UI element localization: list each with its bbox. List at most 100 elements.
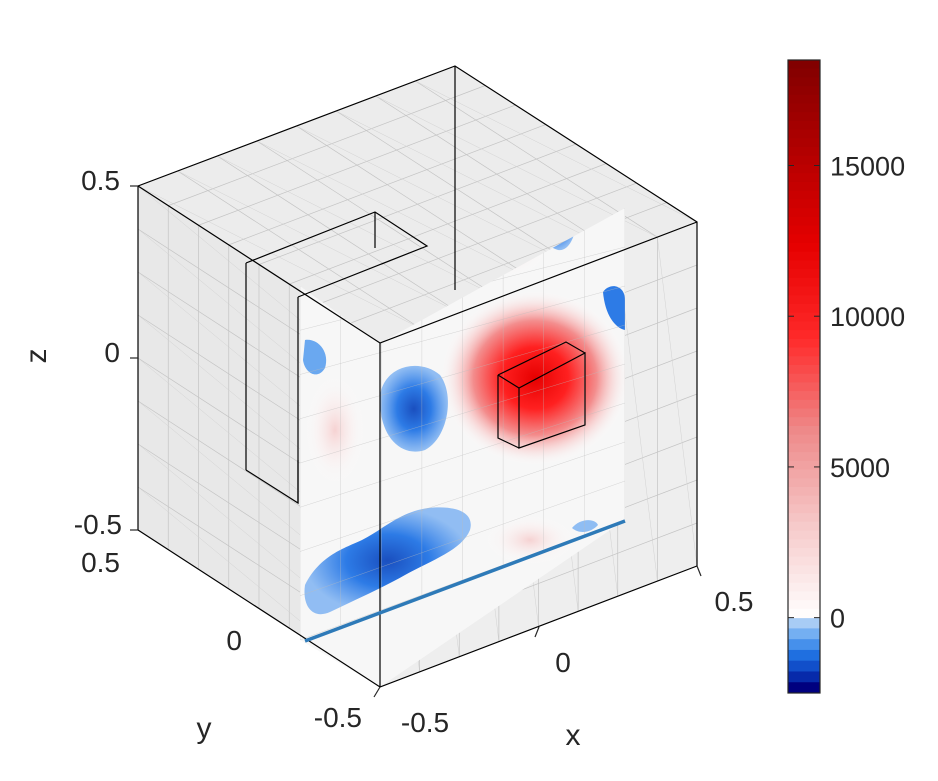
colorbar-band — [788, 547, 820, 558]
colorbar-band — [788, 338, 820, 349]
colorbar-band — [788, 443, 820, 453]
colorbar-band — [788, 94, 820, 105]
colorbar-band — [788, 391, 820, 401]
peak-blob — [440, 290, 625, 466]
colorbar-band — [788, 556, 820, 566]
colorbar-band — [788, 530, 820, 540]
inner-frame-a — [245, 211, 429, 298]
inner-cube-left — [497, 375, 520, 449]
grid-line — [657, 237, 698, 567]
grid-line — [336, 110, 618, 253]
colorbar-band — [788, 513, 820, 523]
colorbar-band — [788, 164, 820, 174]
colorbar-band — [788, 600, 820, 610]
grid-line — [415, 80, 658, 238]
colorbar-frame — [787, 59, 821, 694]
colorbar-band — [788, 234, 820, 244]
y-tick-label: 0.5 — [81, 547, 120, 578]
colorbar-band — [788, 521, 820, 532]
colorbar-band — [788, 86, 820, 96]
colorbar-band — [788, 295, 820, 305]
colorbar-band — [788, 565, 820, 575]
colorbar-band — [788, 617, 820, 629]
inner-cube-front — [518, 352, 586, 449]
mesh-line — [300, 363, 625, 464]
grid-line — [415, 80, 698, 223]
pale-blob-left — [305, 375, 365, 485]
colorbar-band — [788, 242, 820, 253]
colorbar-tick-label: 0 — [830, 604, 845, 634]
colorbar-bands — [788, 60, 820, 694]
colorbar-band — [788, 181, 820, 192]
colorbar-band — [788, 539, 820, 549]
colorbar-band — [788, 147, 820, 157]
colorbar-band — [788, 628, 820, 640]
inner-cube-edge — [497, 374, 520, 389]
z-tick-label: 0.5 — [81, 165, 120, 196]
colorbar-band — [788, 155, 820, 166]
colorbar-band — [788, 129, 820, 139]
y-tick-label: 0 — [226, 625, 242, 656]
bottom-line-series — [304, 519, 626, 643]
colorbar-band — [788, 138, 820, 148]
x-tick-label: -0.5 — [401, 707, 449, 738]
grid-line — [289, 163, 607, 285]
colorbar-band — [788, 408, 820, 418]
colorbar-band — [788, 582, 820, 593]
colorbar-band — [788, 591, 820, 601]
inner-cube-top — [497, 341, 586, 376]
grid-line — [296, 125, 579, 268]
colorbar-band — [788, 260, 820, 270]
neg-blob-bottom — [304, 507, 471, 615]
z-tick-label: -0.5 — [74, 509, 122, 540]
colorbar-band — [788, 77, 820, 87]
grid-line — [258, 143, 577, 265]
colorbar-band — [788, 112, 820, 122]
inner-frame-d — [245, 460, 299, 505]
x-tick-label: 0 — [555, 647, 571, 678]
colorbar-band — [788, 199, 820, 209]
grid-line — [335, 110, 579, 268]
colorbar-band — [788, 303, 820, 314]
y-ticks: 0.5 0 -0.5 — [81, 547, 362, 733]
colorbar-band — [788, 382, 820, 392]
slice-surface — [300, 208, 625, 687]
mesh-line — [300, 441, 625, 552]
pale-blob-bottom — [485, 515, 575, 565]
colorbar-band — [788, 216, 820, 227]
x-tick-label: 0.5 — [715, 586, 754, 617]
colorbar-band — [788, 190, 820, 200]
colorbar-band — [788, 671, 820, 683]
colorbar-band — [788, 68, 820, 78]
mesh-line — [300, 480, 625, 596]
colorbar-band — [788, 364, 820, 375]
z-ticks: 0.5 0 -0.5 — [74, 165, 122, 540]
tick-marks — [130, 185, 702, 698]
neg-blob-right — [603, 286, 625, 330]
colorbar-band — [788, 478, 820, 488]
colorbar-band — [788, 639, 820, 651]
colorbar-band — [788, 682, 820, 694]
colorbar-band — [788, 495, 820, 505]
z-axis-label: z — [20, 349, 53, 364]
colorbar-band — [788, 277, 820, 288]
y-axis-label: y — [197, 712, 212, 745]
z-tick-label: 0 — [104, 337, 120, 368]
colorbar-band — [788, 330, 820, 340]
colorbar: 0 5000 10000 15000 — [787, 59, 905, 694]
colorbar-band — [788, 269, 820, 279]
colorbar-band — [788, 504, 820, 514]
colorbar-band — [788, 425, 820, 436]
colorbar-band — [788, 120, 820, 131]
grid-line — [319, 182, 637, 305]
colorbar-band — [788, 399, 820, 410]
colorbar-band — [788, 173, 820, 183]
colorbar-band — [788, 103, 820, 113]
colorbar-band — [788, 469, 820, 479]
colorbar-band — [788, 417, 820, 427]
colorbar-band — [788, 660, 820, 672]
colorbar-band — [788, 286, 820, 296]
y-tick-label: -0.5 — [314, 702, 362, 733]
wireframe — [137, 65, 698, 688]
